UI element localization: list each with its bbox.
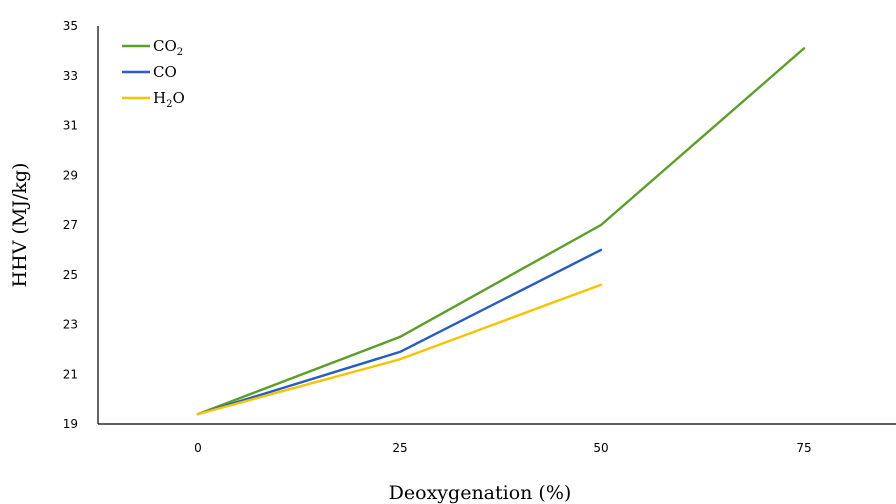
legend-label: CO2 — [153, 37, 183, 58]
x-tick-label: 25 — [392, 441, 407, 455]
y-tick-label: 19 — [63, 417, 78, 431]
y-tick-label: 31 — [63, 119, 78, 133]
legend: CO2 CO H2O — [122, 37, 185, 110]
y-axis-title: HHV (MJ/kg) — [9, 163, 31, 288]
y-tick-label: 29 — [63, 168, 78, 182]
y-tick-label: 27 — [63, 218, 78, 232]
series-lines — [196, 47, 806, 416]
x-tick-label: 50 — [593, 441, 608, 455]
legend-label: CO — [153, 63, 177, 81]
y-tick-label: 35 — [63, 19, 78, 33]
series-line — [196, 47, 806, 416]
x-axis-title: Deoxygenation (%) — [389, 482, 572, 504]
y-tick-label: 33 — [63, 69, 78, 83]
series-line — [196, 283, 603, 416]
x-tick-label: 75 — [796, 441, 811, 455]
x-axis-ticks: 0 25 50 75 — [194, 441, 811, 455]
y-tick-label: 21 — [63, 367, 78, 381]
y-axis-ticks: 19 21 23 25 27 29 31 33 35 — [63, 19, 78, 431]
y-tick-label: 23 — [63, 318, 78, 332]
x-tick-label: 0 — [194, 441, 202, 455]
series-line — [196, 248, 603, 416]
legend-label: H2O — [153, 89, 185, 110]
y-tick-label: 25 — [63, 268, 78, 282]
